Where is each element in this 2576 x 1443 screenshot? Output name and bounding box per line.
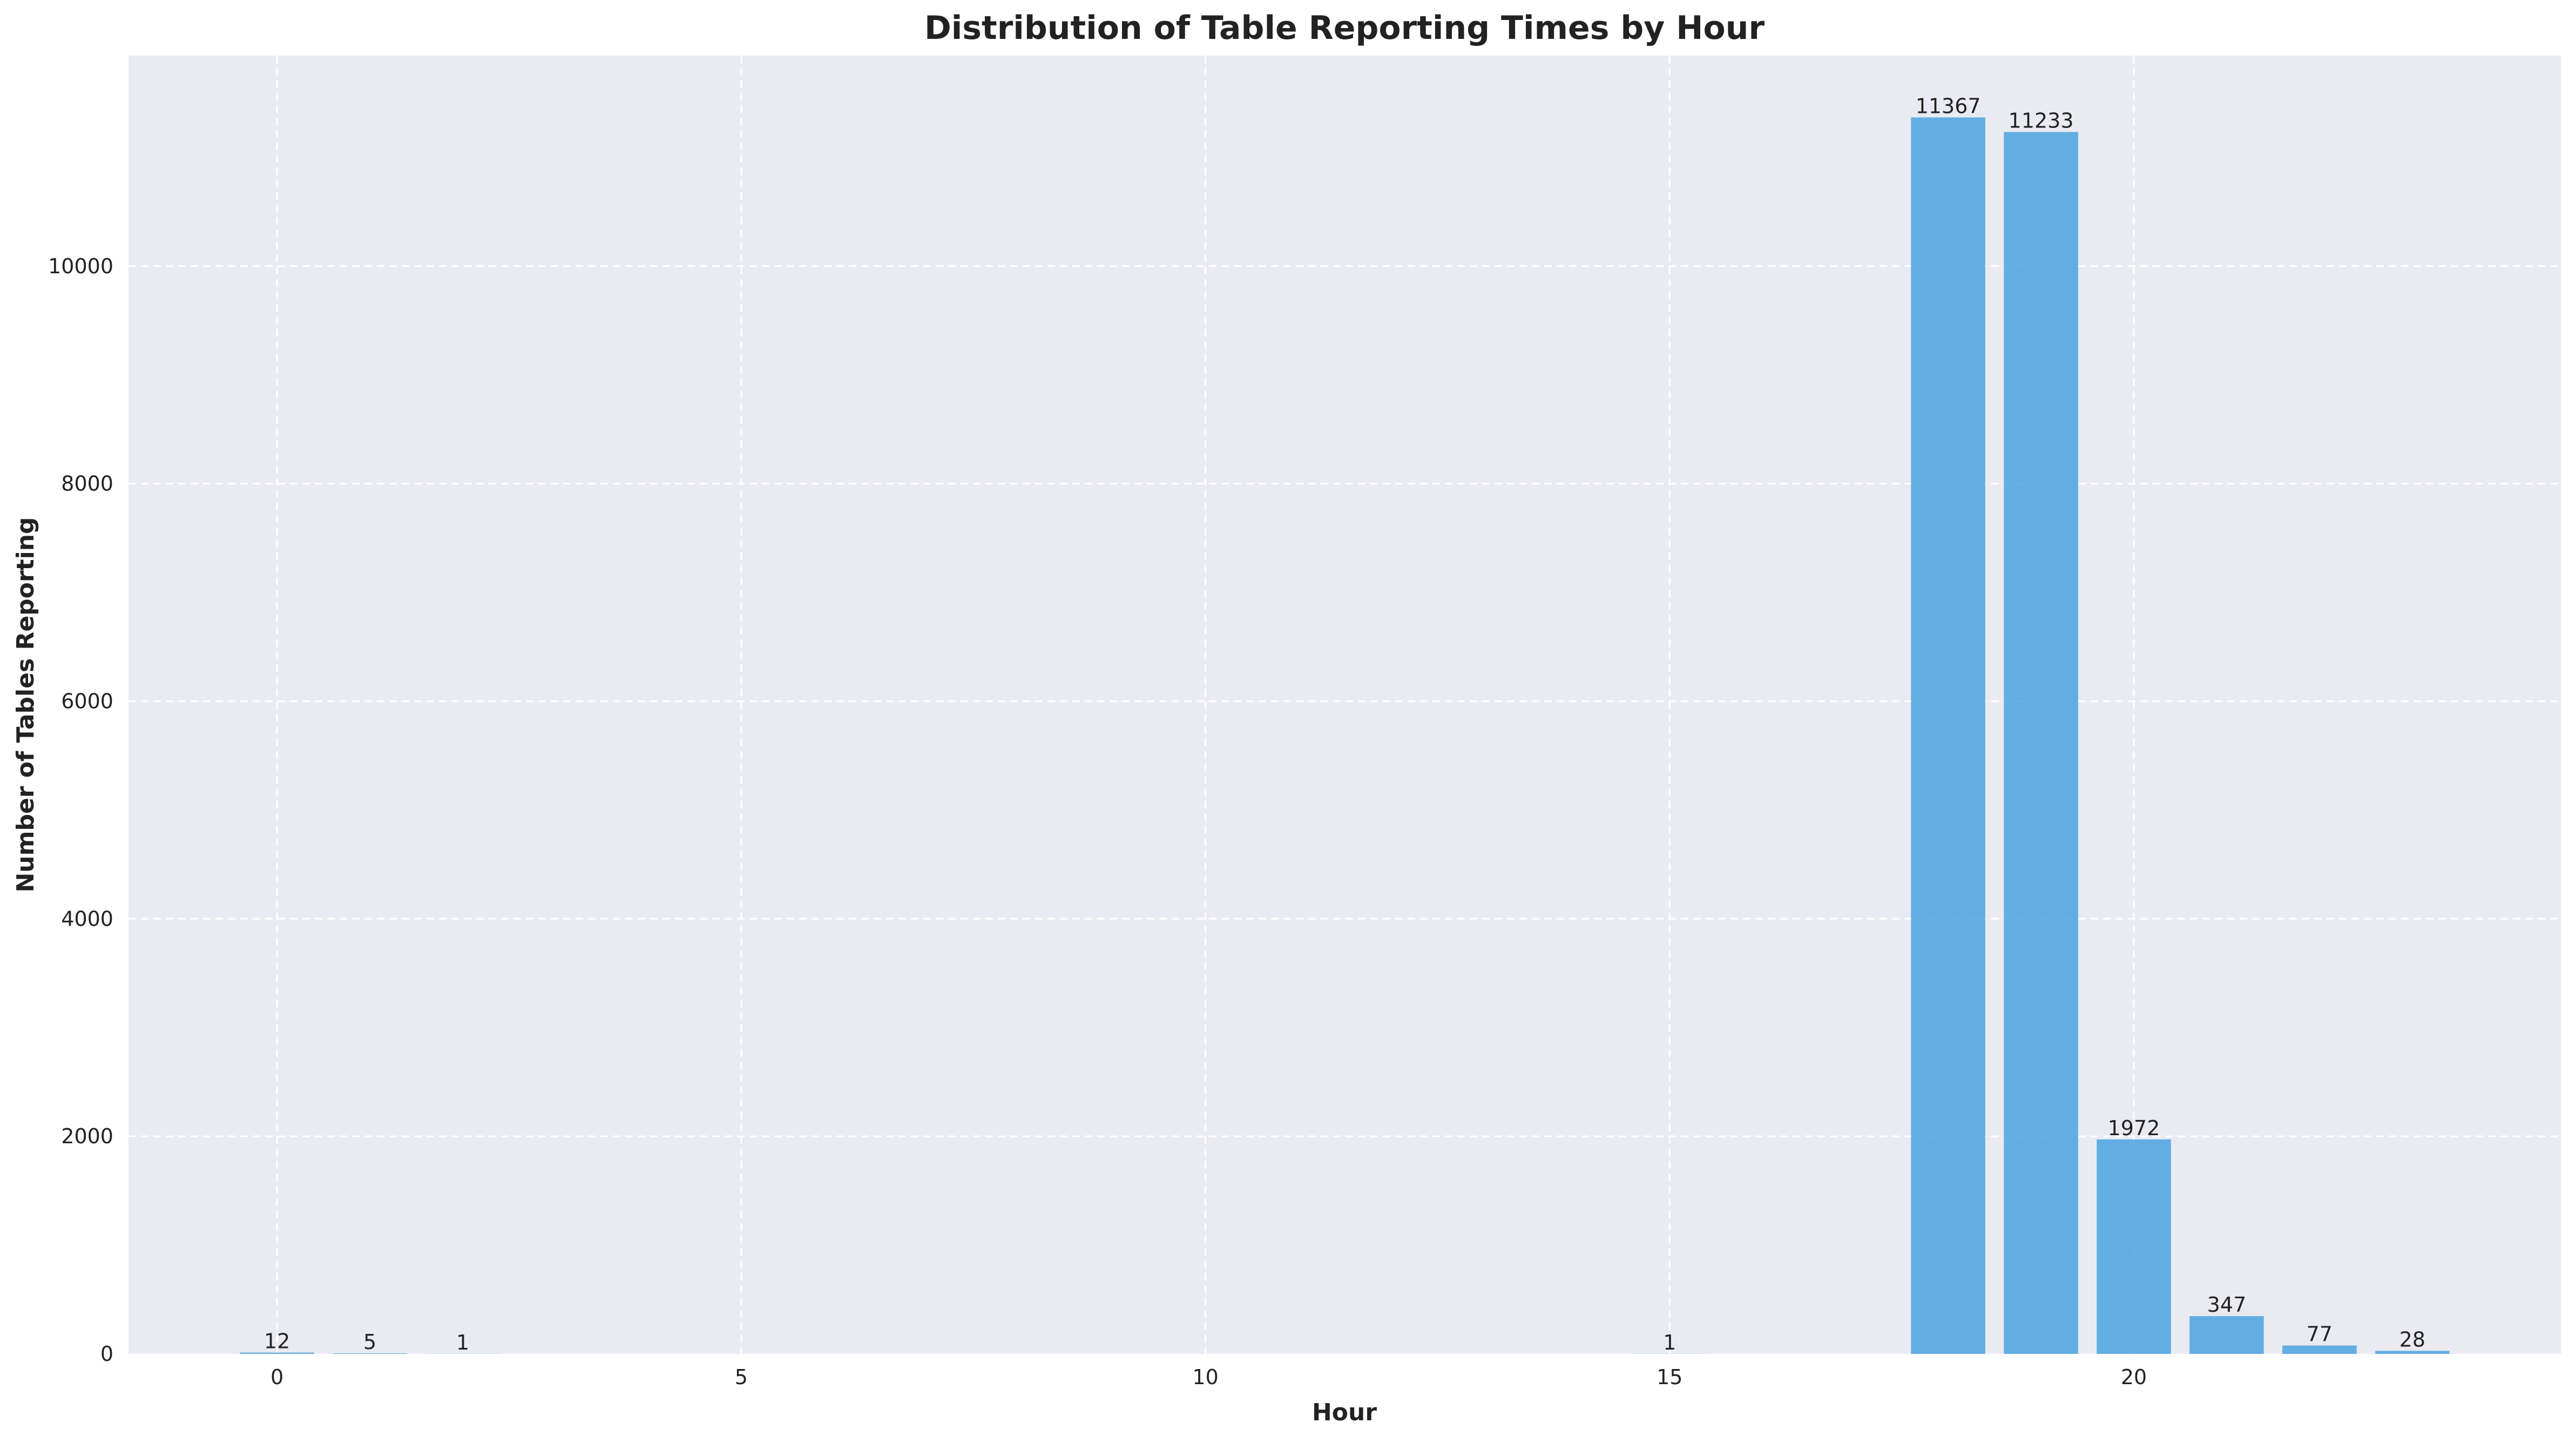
bar xyxy=(2282,1345,2357,1354)
x-tick-label: 20 xyxy=(2121,1365,2147,1389)
bar-value-label: 5 xyxy=(363,1330,376,1354)
bar-value-label: 11233 xyxy=(2009,109,2074,132)
bar-value-label: 1 xyxy=(456,1331,469,1354)
bar xyxy=(1911,117,1985,1354)
chart-title: Distribution of Table Reporting Times by… xyxy=(924,9,1765,47)
y-tick-label: 4000 xyxy=(61,907,113,930)
bar xyxy=(2097,1139,2171,1354)
bar-value-label: 77 xyxy=(2307,1322,2332,1346)
y-tick-label: 2000 xyxy=(61,1124,113,1148)
x-tick-label: 10 xyxy=(1192,1365,1218,1389)
bar-value-label: 347 xyxy=(2207,1293,2247,1317)
bar-value-label: 12 xyxy=(264,1330,290,1353)
y-axis-ticks: 0 2000 4000 6000 8000 10000 xyxy=(48,254,113,1366)
bar xyxy=(2004,132,2078,1354)
bar-value-label: 11367 xyxy=(1916,94,1981,118)
y-axis-label: Number of Tables Reporting xyxy=(12,517,39,892)
bar-value-label: 1972 xyxy=(2108,1116,2160,1140)
bar xyxy=(2189,1316,2264,1354)
y-tick-label: 10000 xyxy=(48,254,113,278)
x-axis-ticks: 0 5 10 15 20 xyxy=(271,1365,2147,1389)
x-tick-label: 0 xyxy=(271,1365,283,1389)
bar-value-label: 28 xyxy=(2399,1327,2425,1351)
y-tick-label: 8000 xyxy=(61,472,113,496)
bar-value-label: 1 xyxy=(1663,1331,1676,1354)
x-tick-label: 15 xyxy=(1657,1365,1682,1389)
y-tick-label: 6000 xyxy=(61,689,113,713)
plot-area xyxy=(129,56,2561,1354)
x-axis-label: Hour xyxy=(1312,1399,1377,1426)
x-tick-label: 5 xyxy=(735,1365,748,1389)
y-tick-label: 0 xyxy=(100,1342,113,1366)
